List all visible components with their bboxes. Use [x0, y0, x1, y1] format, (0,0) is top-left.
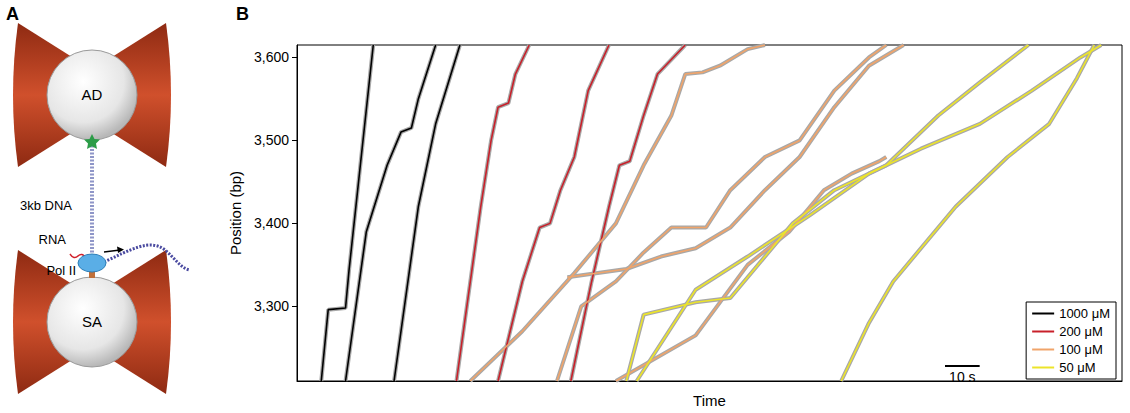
svg-text:SA: SA [82, 313, 102, 330]
svg-text:Time: Time [693, 392, 726, 409]
svg-text:3,300: 3,300 [254, 298, 289, 314]
svg-text:3,400: 3,400 [254, 215, 289, 231]
svg-text:10 s: 10 s [949, 369, 975, 385]
svg-text:3,600: 3,600 [254, 49, 289, 65]
svg-text:B: B [236, 4, 249, 24]
svg-text:Pol II: Pol II [46, 263, 76, 278]
svg-text:100 μM: 100 μM [1059, 342, 1103, 357]
svg-text:AD: AD [82, 86, 103, 103]
svg-text:200 μM: 200 μM [1059, 324, 1103, 339]
svg-text:A: A [6, 4, 19, 24]
svg-text:50 μM: 50 μM [1059, 360, 1095, 375]
svg-text:1000 μM: 1000 μM [1059, 306, 1110, 321]
svg-text:Position (bp): Position (bp) [227, 171, 244, 255]
svg-text:3kb DNA: 3kb DNA [20, 198, 72, 213]
svg-text:3,500: 3,500 [254, 132, 289, 148]
svg-text:RNA: RNA [39, 232, 67, 247]
